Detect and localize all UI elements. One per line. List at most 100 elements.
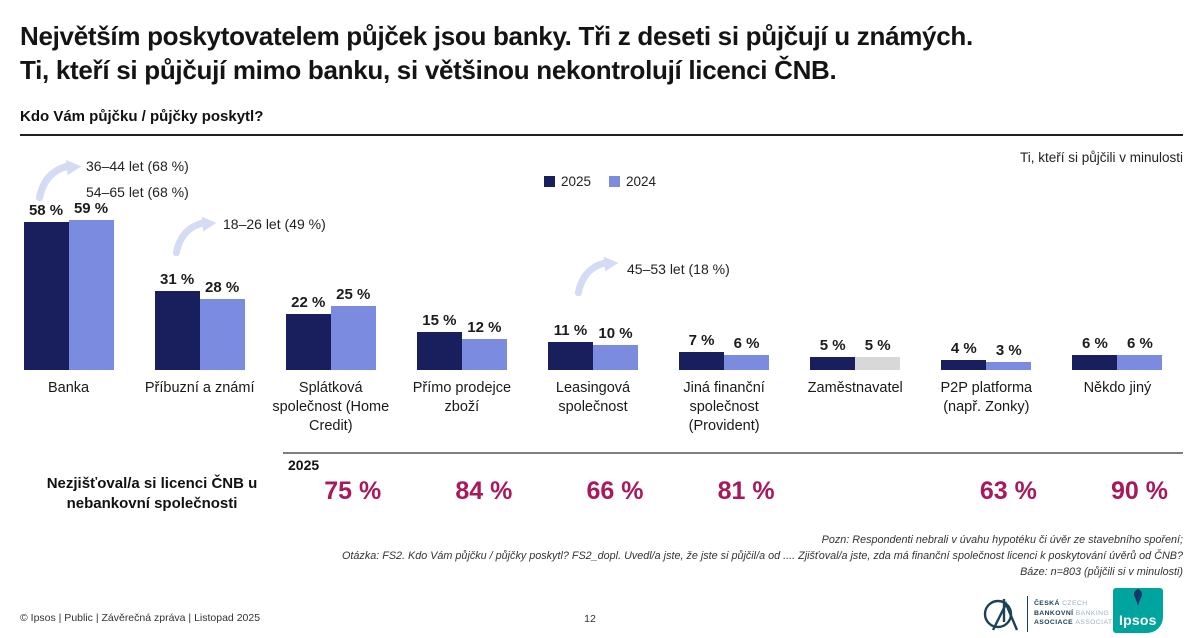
ipsos-logo-label: Ipsos: [1119, 612, 1157, 628]
footnote-baze: Báze: n=803 (půjčili si v minulosti): [1020, 566, 1183, 579]
bar-2024: 59 %: [68, 200, 114, 370]
header-rule: [20, 134, 1183, 136]
cba-word-czech: ASOCIACE: [1034, 619, 1076, 627]
bar-2025: 31 %: [154, 271, 200, 370]
annotation-line: 54–65 let (68 %): [86, 184, 189, 200]
bar-2024: 6 %: [1117, 335, 1163, 370]
chart-column: 7 % 6 % Jiná finanční společnost (Providen…: [659, 218, 790, 436]
bar-value-label: 5 %: [864, 337, 891, 355]
bar-group: 11 % 10 %: [547, 218, 638, 370]
licence-value: [812, 477, 943, 506]
bar-value-label: 25 %: [336, 286, 371, 304]
legend-label-2025: 2025: [560, 174, 591, 189]
annotation-banka: 36–44 let (68 %) 54–65 let (68 %): [86, 153, 189, 205]
category-label: Příbuzní a známí: [144, 380, 255, 396]
bar-2025: 5 %: [810, 337, 856, 370]
footnote-otazka: Otázka: FS2. Kdo Vám půjčku / půjčky pos…: [342, 550, 1183, 563]
annotation-pribuzni: 18–26 let (49 %): [223, 211, 326, 237]
bar-2024: 25 %: [330, 286, 376, 370]
bar-group: 6 % 6 %: [1072, 218, 1163, 370]
licence-value: 75 %: [324, 477, 382, 505]
legend-swatch-2024: [609, 176, 620, 187]
bar-2024: 28 %: [199, 279, 245, 370]
licence-value: 66 %: [586, 477, 644, 505]
bar-value-label: 7 %: [688, 332, 715, 350]
annotation-leasing: 45–53 let (18 %): [627, 256, 730, 282]
cba-logo: ČESKÁ CZECH BANKOVNÍ BANKING ASOCIACE ASSO…: [983, 593, 1126, 635]
bar-value-label: 31 %: [160, 271, 195, 288]
bar-2024: 10 %: [592, 325, 638, 370]
legend-item-2024: 2024: [609, 174, 656, 189]
licence-value: 90 %: [1110, 477, 1168, 505]
licence-value: 84 %: [455, 477, 513, 505]
bar-2025: 6 %: [1072, 335, 1118, 370]
bar-2025: 22 %: [285, 294, 331, 370]
audience-note: Ti, kteří si půjčili v minulosti: [1019, 150, 1183, 165]
annotation-line: 36–44 let (68 %): [86, 158, 189, 174]
legend-label-2024: 2024: [626, 174, 657, 189]
category-label: Přímo prodejce zboží: [412, 380, 512, 415]
chart-column: 22 % 25 % Splátková společnost (Home Credi…: [265, 218, 396, 436]
bar-value-label: 11 %: [553, 322, 588, 339]
title-line-2: Ti, kteří si půjčují mimo banku, si větš…: [20, 54, 837, 85]
bar-value-label: 12 %: [467, 319, 502, 337]
bar-value-label: 10 %: [598, 324, 633, 342]
bar-2025: 15 %: [416, 312, 462, 370]
category-label: Banka: [47, 380, 90, 396]
bar-value-label: 22 %: [291, 293, 326, 311]
cba-word-english: ASSOCIATION: [1075, 619, 1126, 627]
footnote-pozn: Pozn: Respondenti nebrali v úvahu hypoté…: [821, 534, 1183, 546]
cba-word-english: CZECH: [1062, 599, 1088, 607]
bar-2025: 11 %: [547, 322, 593, 370]
chart-question: Kdo Vám půjčku / půjčky poskytl?: [20, 108, 264, 125]
bar-2024: 5 %: [855, 337, 901, 370]
bar-group: 22 % 25 %: [285, 218, 376, 370]
bar-group: 5 % 5 %: [810, 218, 901, 370]
ipsos-logo: Ipsos: [1113, 588, 1163, 633]
chart-legend: 2025 2024: [450, 174, 750, 189]
bar-2024: 3 %: [986, 342, 1032, 370]
chart-column: 5 % 5 % Zaměstnavatel: [790, 218, 921, 436]
cba-logo-row: ASOCIACE ASSOCIATION: [1034, 619, 1126, 628]
bar-value-label: 28 %: [205, 278, 240, 296]
bar-value-label: 59 %: [73, 199, 109, 217]
licence-value: 63 %: [979, 477, 1037, 505]
bar-value-label: 15 %: [422, 311, 457, 329]
bar-value-label: 3 %: [995, 342, 1022, 360]
copyright-text: © Ipsos | Public | Závěrečná zpráva | Li…: [20, 612, 261, 624]
cba-word-czech: ČESKÁ: [1034, 599, 1063, 607]
bar-value-label: 4 %: [950, 339, 977, 357]
bar-chart: 58 % 59 % Banka 31 % 28 % Příbuzní a známí 22 …: [3, 200, 1183, 436]
cba-logo-divider: [1027, 596, 1028, 632]
cba-logo-row: ČESKÁ CZECH: [1034, 600, 1126, 609]
ipsos-figure-icon: [1133, 589, 1143, 606]
bar-group: 58 % 59 %: [23, 200, 114, 370]
chart-column: 58 % 59 % Banka: [3, 200, 134, 436]
licence-value: [25, 477, 156, 506]
bar-2024: 12 %: [461, 319, 507, 370]
category-label: Zaměstnavatel: [807, 380, 903, 396]
page-title: Největším poskytovatelem půjček jsou ban…: [20, 20, 1185, 88]
bar-value-label: 6 %: [1081, 334, 1108, 352]
chart-column: 31 % 28 % Příbuzní a známí: [134, 218, 265, 436]
cba-monogram-icon: [983, 599, 1019, 631]
bar-2025: 7 %: [679, 332, 725, 370]
licence-value: 81 %: [717, 477, 775, 505]
chart-column: 11 % 10 % Leasingová společnost: [527, 218, 658, 436]
bar-2025: 58 %: [23, 202, 69, 370]
bar-value-label: 6 %: [733, 334, 760, 352]
bar-2025: 4 %: [941, 340, 987, 370]
bar-value-label: 6 %: [1126, 334, 1153, 352]
licence-section-rule: [283, 452, 1183, 454]
category-label: Leasingová společnost: [555, 380, 631, 415]
chart-column: 6 % 6 % Někdo jiný: [1052, 218, 1183, 436]
licence-label-line2: nebankovní společnosti: [66, 495, 238, 513]
annotation-line: 18–26 let (49 %): [223, 216, 326, 232]
bar-group: 31 % 28 %: [154, 218, 245, 370]
bar-2024: 6 %: [724, 335, 770, 370]
cba-word-english: BANKING: [1075, 609, 1110, 617]
category-label: Jiná finanční společnost (Provident): [683, 380, 765, 434]
legend-item-2025: 2025: [543, 174, 591, 189]
title-line-1: Největším poskytovatelem půjček jsou ban…: [20, 21, 973, 51]
